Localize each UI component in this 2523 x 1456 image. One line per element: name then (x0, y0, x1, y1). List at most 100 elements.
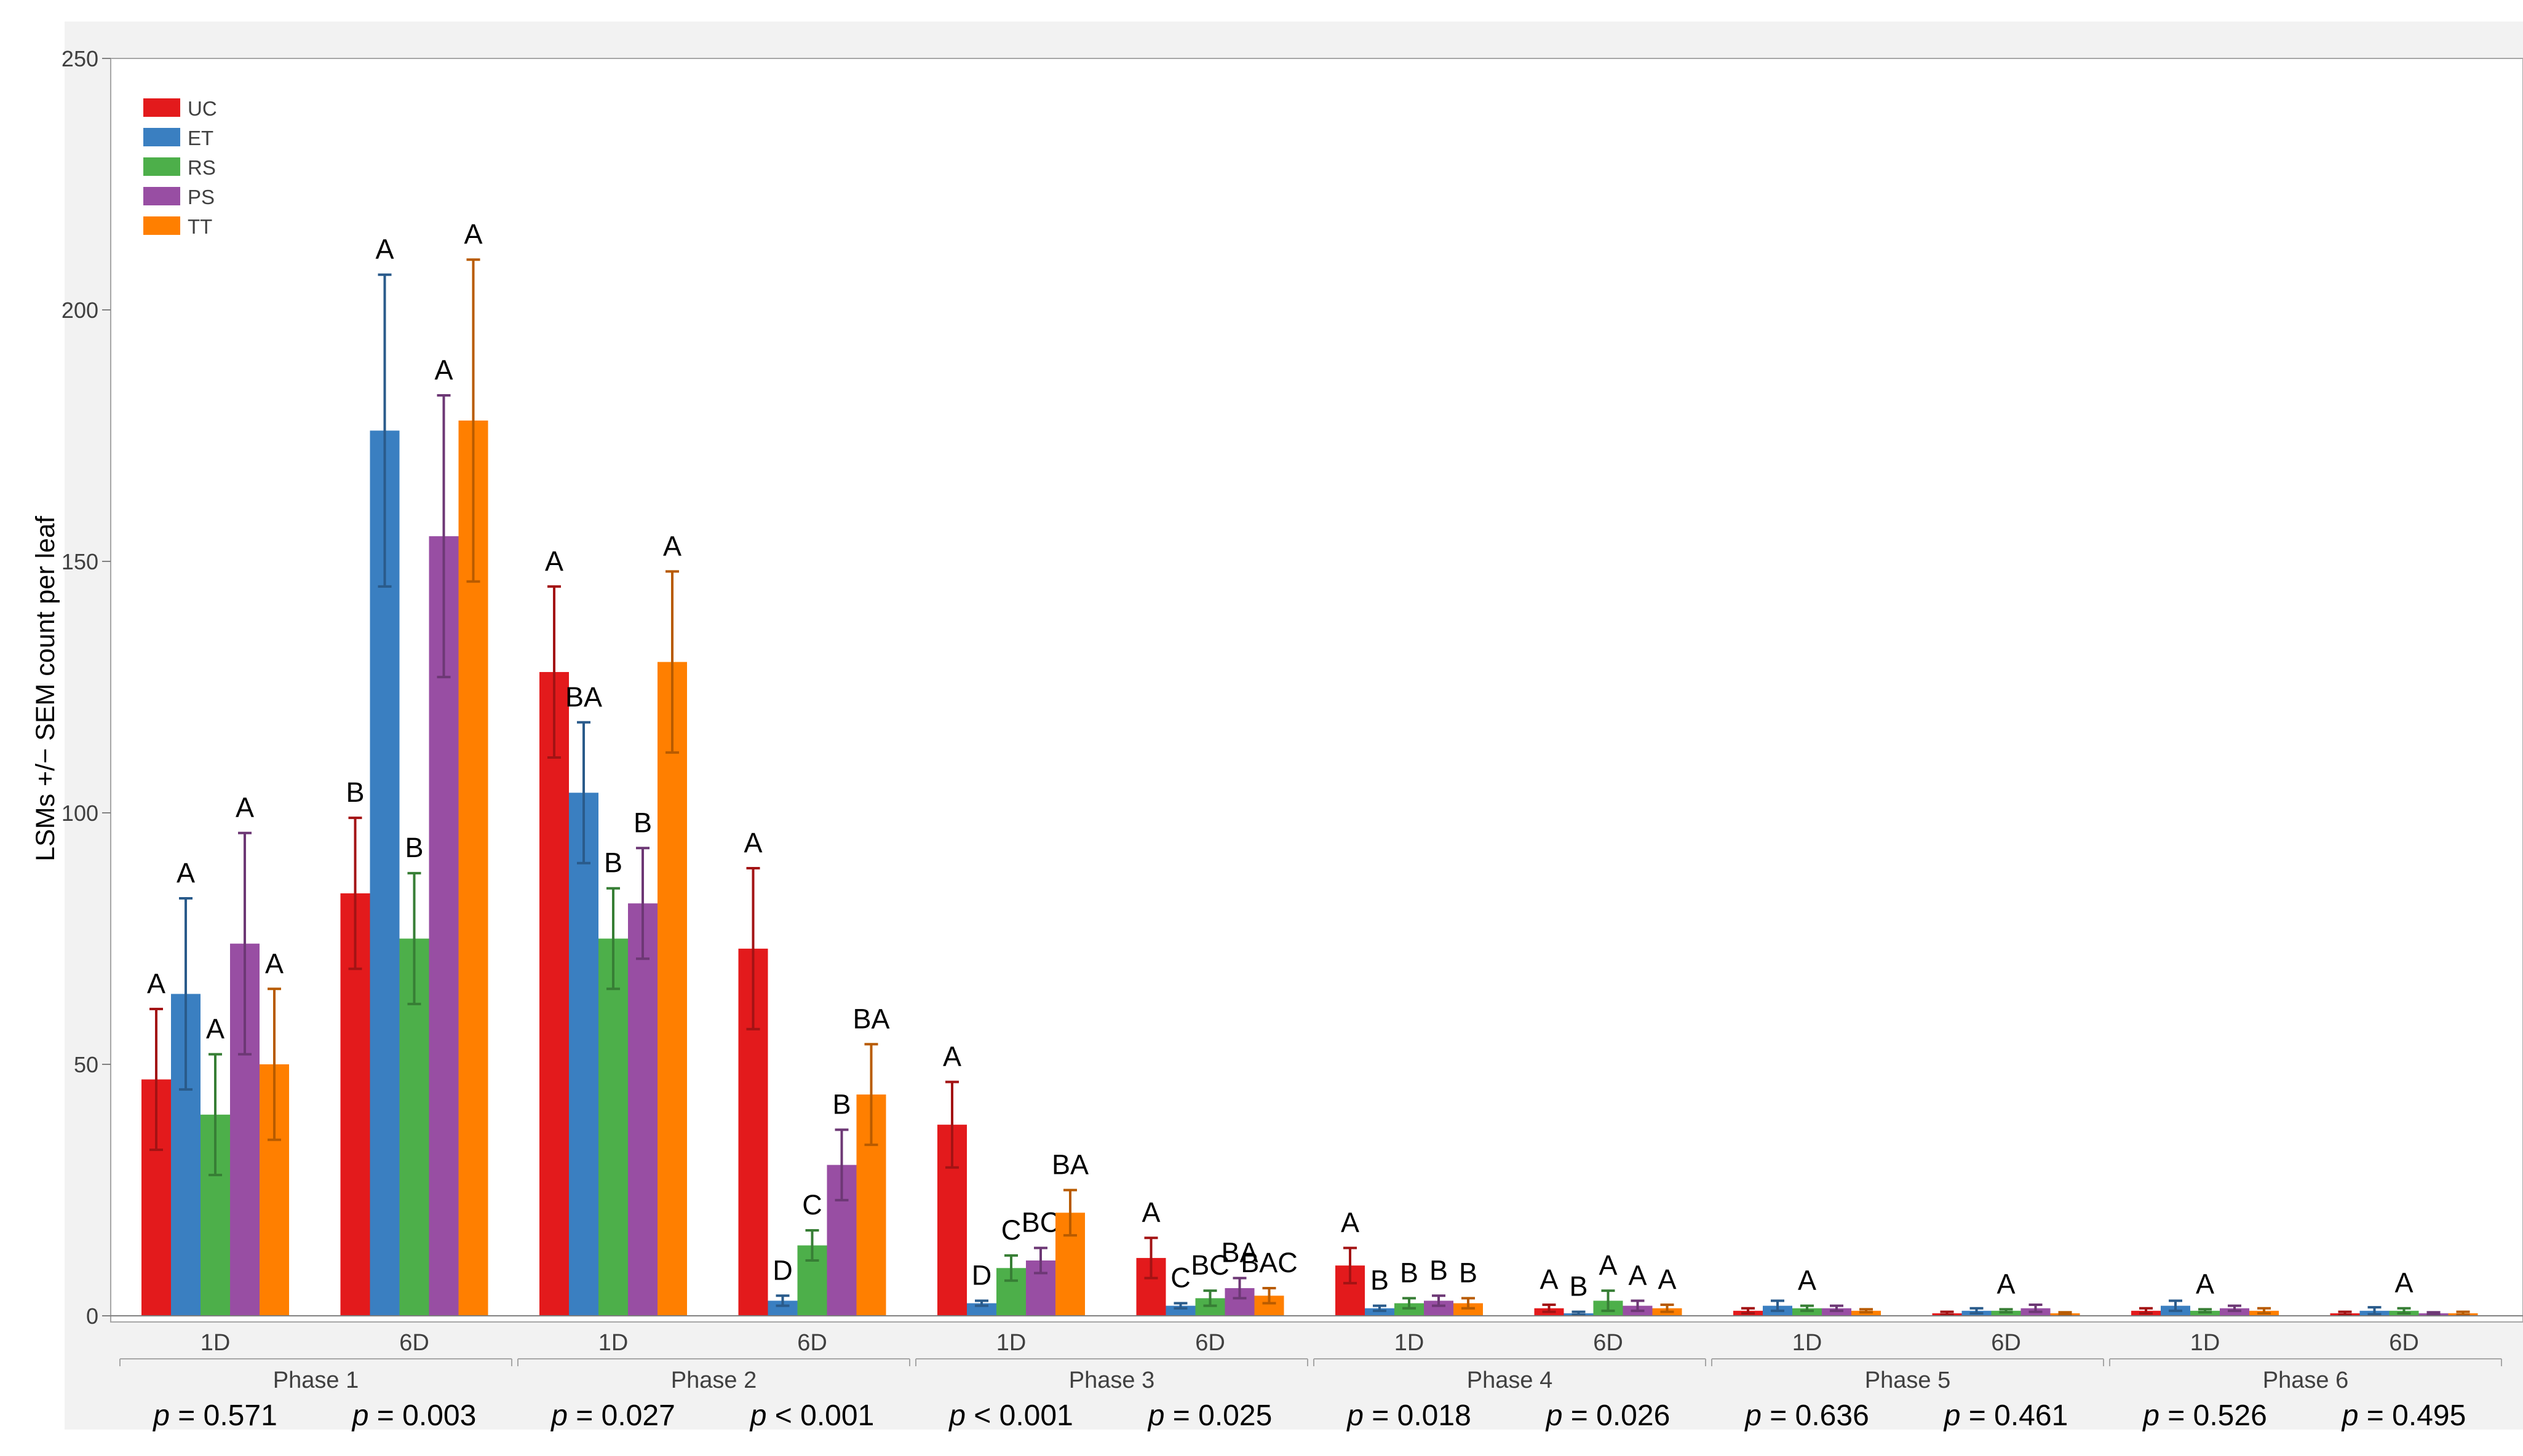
y-tick-label: 0 (86, 1304, 98, 1329)
x-tick-label: 1D (1394, 1330, 1424, 1356)
significance-letter: C (1170, 1262, 1191, 1294)
bar (1822, 1308, 1851, 1316)
significance-letter: B (346, 777, 364, 808)
bar (628, 903, 658, 1316)
p-value-label: p < 0.001 (749, 1399, 875, 1432)
phase-label: Phase 4 (1467, 1367, 1552, 1393)
significance-letter: B (1429, 1254, 1448, 1286)
significance-letter: A (744, 827, 762, 858)
significance-letter: B (1370, 1265, 1389, 1296)
bar (1792, 1308, 1822, 1316)
significance-letter: A (2196, 1268, 2214, 1299)
legend-swatch (143, 216, 180, 235)
y-axis-title: LSMs +/− SEM count per leaf (31, 515, 60, 861)
y-tick-label: 250 (62, 46, 98, 71)
x-tick-label: 6D (1991, 1330, 2021, 1356)
y-tick-label: 150 (62, 549, 98, 574)
bar (1394, 1303, 1424, 1316)
significance-letter: B (405, 832, 423, 863)
p-value-label: p = 0.018 (1346, 1399, 1471, 1432)
significance-letter: BC (1022, 1207, 1060, 1238)
significance-letter: B (1400, 1257, 1418, 1288)
significance-letter: A (236, 792, 254, 823)
bar (1166, 1305, 1196, 1316)
significance-letter: A (545, 545, 563, 577)
x-tick-label: 6D (1593, 1330, 1623, 1356)
y-tick-label: 100 (62, 801, 98, 826)
p-value-label: p = 0.526 (2142, 1399, 2267, 1432)
phase-label: Phase 1 (273, 1367, 359, 1393)
p-value-label: p = 0.003 (351, 1399, 477, 1432)
significance-letter: A (1658, 1264, 1676, 1295)
significance-letter: A (1341, 1207, 1359, 1238)
significance-letter: BC (1191, 1249, 1230, 1281)
legend-label: RS (188, 156, 216, 179)
x-axis: 1D p = 0.571 6D p = 0.003 Phase 1 1D p = 0.027… (111, 1315, 2523, 1432)
significance-letter: B (1569, 1270, 1587, 1302)
significance-letter: A (1599, 1249, 1617, 1281)
significance-letter: A (464, 218, 482, 250)
significance-letter: A (177, 857, 195, 888)
significance-letter: B (634, 807, 652, 838)
phase-label: Phase 6 (2263, 1367, 2348, 1393)
significance-letter: B (832, 1088, 851, 1120)
significance-letter: C (802, 1189, 822, 1221)
p-value-label: p = 0.461 (1943, 1399, 2068, 1432)
significance-letter: D (972, 1259, 992, 1291)
significance-letter: BA (1052, 1149, 1089, 1181)
significance-letter: BAC (1241, 1247, 1298, 1278)
significance-letter: A (1628, 1259, 1647, 1291)
legend-swatch (143, 128, 180, 146)
p-value-label: p < 0.001 (948, 1399, 1073, 1432)
x-tick-label: 1D (996, 1330, 1027, 1356)
phase-label: Phase 3 (1069, 1367, 1154, 1393)
significance-letter: BA (1221, 1237, 1258, 1268)
x-tick-label: 6D (797, 1330, 827, 1356)
legend-swatch (143, 187, 180, 205)
p-value-label: p = 0.025 (1147, 1399, 1273, 1432)
significance-letter: A (1798, 1265, 1816, 1296)
significance-letter: B (604, 847, 622, 879)
significance-letter: A (375, 234, 394, 265)
x-tick-label: 1D (2190, 1330, 2220, 1356)
significance-letter: A (1142, 1197, 1160, 1228)
legend-swatch (143, 157, 180, 176)
x-tick-label: 6D (2389, 1330, 2419, 1356)
bar (598, 938, 628, 1316)
p-value-label: p = 0.495 (2341, 1399, 2466, 1432)
significance-letter: A (206, 1013, 224, 1045)
plot-area (110, 58, 2523, 1323)
significance-letter: A (265, 948, 284, 979)
bar (539, 671, 569, 1316)
x-tick-label: 6D (1195, 1330, 1225, 1356)
significance-letter: A (943, 1041, 961, 1072)
legend-label: PS (188, 186, 215, 208)
x-tick-label: 1D (598, 1330, 629, 1356)
significance-letter: D (773, 1254, 793, 1286)
bar (2220, 1308, 2249, 1316)
significance-letter: A (663, 530, 681, 561)
legend: UC ET RS PS TT (143, 97, 217, 238)
significance-letter: A (434, 354, 453, 386)
x-tick-label: 1D (1792, 1330, 1822, 1356)
bar (1453, 1303, 1483, 1316)
legend-label: UC (188, 97, 217, 120)
bar (658, 662, 687, 1316)
legend-label: ET (188, 127, 213, 149)
significance-letter: BA (565, 681, 602, 713)
p-value-label: p = 0.027 (550, 1399, 675, 1432)
significance-letter: C (1001, 1214, 1022, 1246)
significance-letter: A (2394, 1267, 2413, 1299)
y-axis: 0 50 100 150 200 250 (62, 46, 111, 1329)
significance-letter: A (1997, 1268, 2015, 1299)
legend-label: TT (188, 215, 212, 238)
p-value-label: p = 0.026 (1545, 1399, 1671, 1432)
y-tick-label: 50 (74, 1052, 98, 1077)
p-value-label: p = 0.571 (152, 1399, 277, 1432)
significance-letter: B (1459, 1257, 1477, 1288)
phase-label: Phase 2 (671, 1367, 757, 1393)
significance-letter: A (147, 968, 165, 999)
legend-swatch (143, 98, 180, 117)
